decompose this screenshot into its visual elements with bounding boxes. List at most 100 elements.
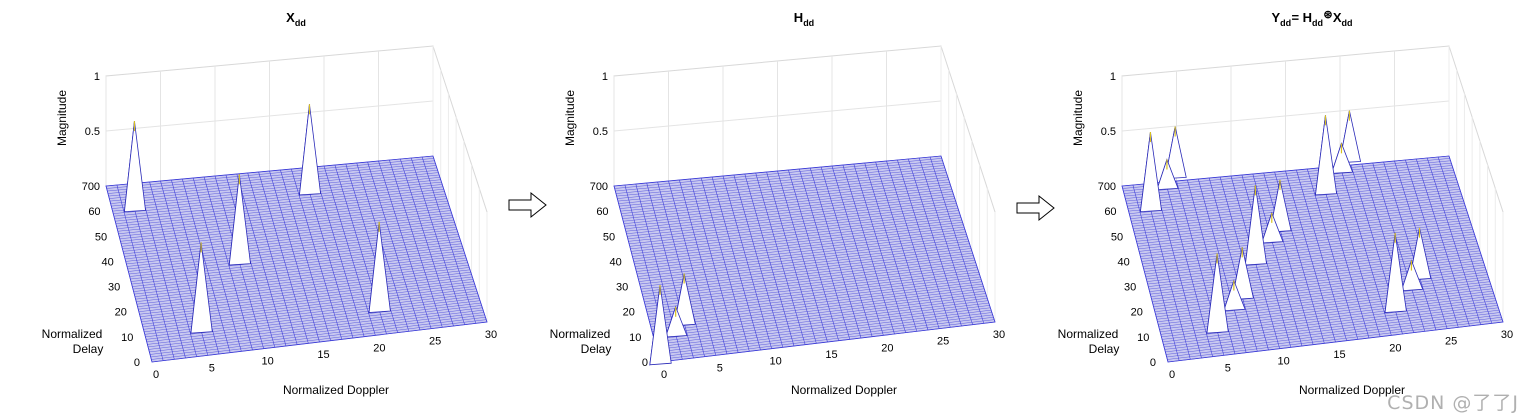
mesh-line xyxy=(648,281,982,320)
mesh-line xyxy=(616,165,945,197)
mesh-line xyxy=(125,224,456,260)
title-text: X xyxy=(1333,10,1342,25)
y-tick-label: 50 xyxy=(95,231,107,243)
mesh-line xyxy=(1131,188,1460,222)
mesh-line xyxy=(617,170,946,202)
mesh-line xyxy=(1164,307,1499,348)
mesh-line xyxy=(625,196,955,229)
peak-mark xyxy=(1261,211,1284,244)
y-tick-label: 70 xyxy=(590,181,602,193)
mesh-line xyxy=(1127,174,1456,207)
mesh-line xyxy=(121,212,452,247)
peak-face xyxy=(1206,253,1229,334)
surface-mesh xyxy=(613,155,996,363)
x-tick-label: 25 xyxy=(937,336,949,348)
mesh-line xyxy=(134,260,467,297)
mesh-line xyxy=(647,276,981,315)
y-tick-label: 40 xyxy=(609,256,621,268)
mesh-line xyxy=(146,300,481,340)
mesh-line xyxy=(112,179,441,212)
peak-mark xyxy=(228,174,251,266)
mesh-line xyxy=(117,198,447,232)
mesh-line xyxy=(1135,205,1466,240)
y-tick-label: 10 xyxy=(1137,332,1149,344)
peak-face xyxy=(1330,142,1354,174)
mesh-line xyxy=(613,155,942,187)
mesh-line xyxy=(617,167,945,199)
z-tick-label: 1 xyxy=(94,71,100,83)
x-tick-label: 15 xyxy=(317,349,329,361)
peak-face xyxy=(1164,126,1187,180)
panel-title: Xdd xyxy=(286,10,306,28)
peak-face xyxy=(1400,259,1424,292)
mesh-line xyxy=(136,267,470,305)
mesh-line xyxy=(1124,165,1453,197)
mesh-line xyxy=(1127,177,1456,209)
mesh-line xyxy=(111,174,440,207)
mesh-line xyxy=(1166,314,1501,355)
peak-face xyxy=(299,104,322,196)
z-tick-label: 0 xyxy=(602,181,608,193)
mesh-line xyxy=(137,269,471,307)
mesh-line xyxy=(132,253,465,290)
y-tick-label: 30 xyxy=(616,282,628,294)
mesh-line xyxy=(127,234,459,270)
y-tick-label: 0 xyxy=(134,357,140,369)
peak-mark xyxy=(649,284,672,366)
mesh-line xyxy=(636,238,969,275)
x-tick-label: 0 xyxy=(661,369,667,381)
x-tick-label: 30 xyxy=(993,329,1005,341)
mesh-line xyxy=(615,160,943,192)
mesh-line xyxy=(651,290,985,330)
z-tick-label: 1 xyxy=(602,71,608,83)
mesh-line xyxy=(1135,203,1465,237)
peak-face xyxy=(123,120,146,213)
peak-mark xyxy=(1314,115,1338,196)
axes-box xyxy=(1121,45,1504,322)
mesh-line xyxy=(147,305,482,345)
mesh-line xyxy=(635,234,967,270)
peak-mark xyxy=(1139,131,1163,213)
mesh-line xyxy=(128,238,461,275)
mesh-line xyxy=(108,165,437,197)
arrow-shape xyxy=(1016,194,1055,222)
mesh-line xyxy=(638,245,971,282)
gridline xyxy=(1121,100,1450,132)
peak-mark xyxy=(298,104,322,196)
x-tick-label: 20 xyxy=(373,342,385,354)
title-text: H xyxy=(794,10,803,25)
peak-face xyxy=(664,305,688,338)
mesh-line xyxy=(656,307,991,348)
mesh-line xyxy=(644,264,977,302)
x-tick-label: 10 xyxy=(262,356,274,368)
mesh-line xyxy=(629,210,959,245)
mesh-line xyxy=(111,177,440,209)
mesh-line xyxy=(654,302,989,343)
mesh-line xyxy=(619,177,948,209)
mesh-line xyxy=(659,319,995,360)
peak-mark xyxy=(1338,110,1362,164)
mesh-line xyxy=(128,236,460,272)
peak-mark xyxy=(368,221,391,314)
mesh-line xyxy=(1129,181,1458,214)
y-axis-label: Normalized xyxy=(550,327,611,341)
mesh-line xyxy=(1166,317,1502,358)
watermark: CSDN @了了J xyxy=(1387,392,1519,414)
mesh-line xyxy=(654,300,989,340)
mesh-line xyxy=(150,317,486,358)
mesh-line xyxy=(1138,215,1469,250)
mesh-line xyxy=(627,205,958,240)
mesh-line xyxy=(637,241,969,277)
mesh-line xyxy=(119,203,449,237)
peak-mark xyxy=(1156,158,1179,191)
y-tick-label: 70 xyxy=(1098,181,1110,193)
peak-face xyxy=(1384,232,1407,313)
mesh-line xyxy=(650,286,984,325)
peak-face xyxy=(1338,110,1362,164)
mesh-line xyxy=(151,321,488,363)
peak-face xyxy=(1408,227,1432,281)
mesh-line xyxy=(622,186,952,219)
mesh-line xyxy=(1136,207,1466,242)
